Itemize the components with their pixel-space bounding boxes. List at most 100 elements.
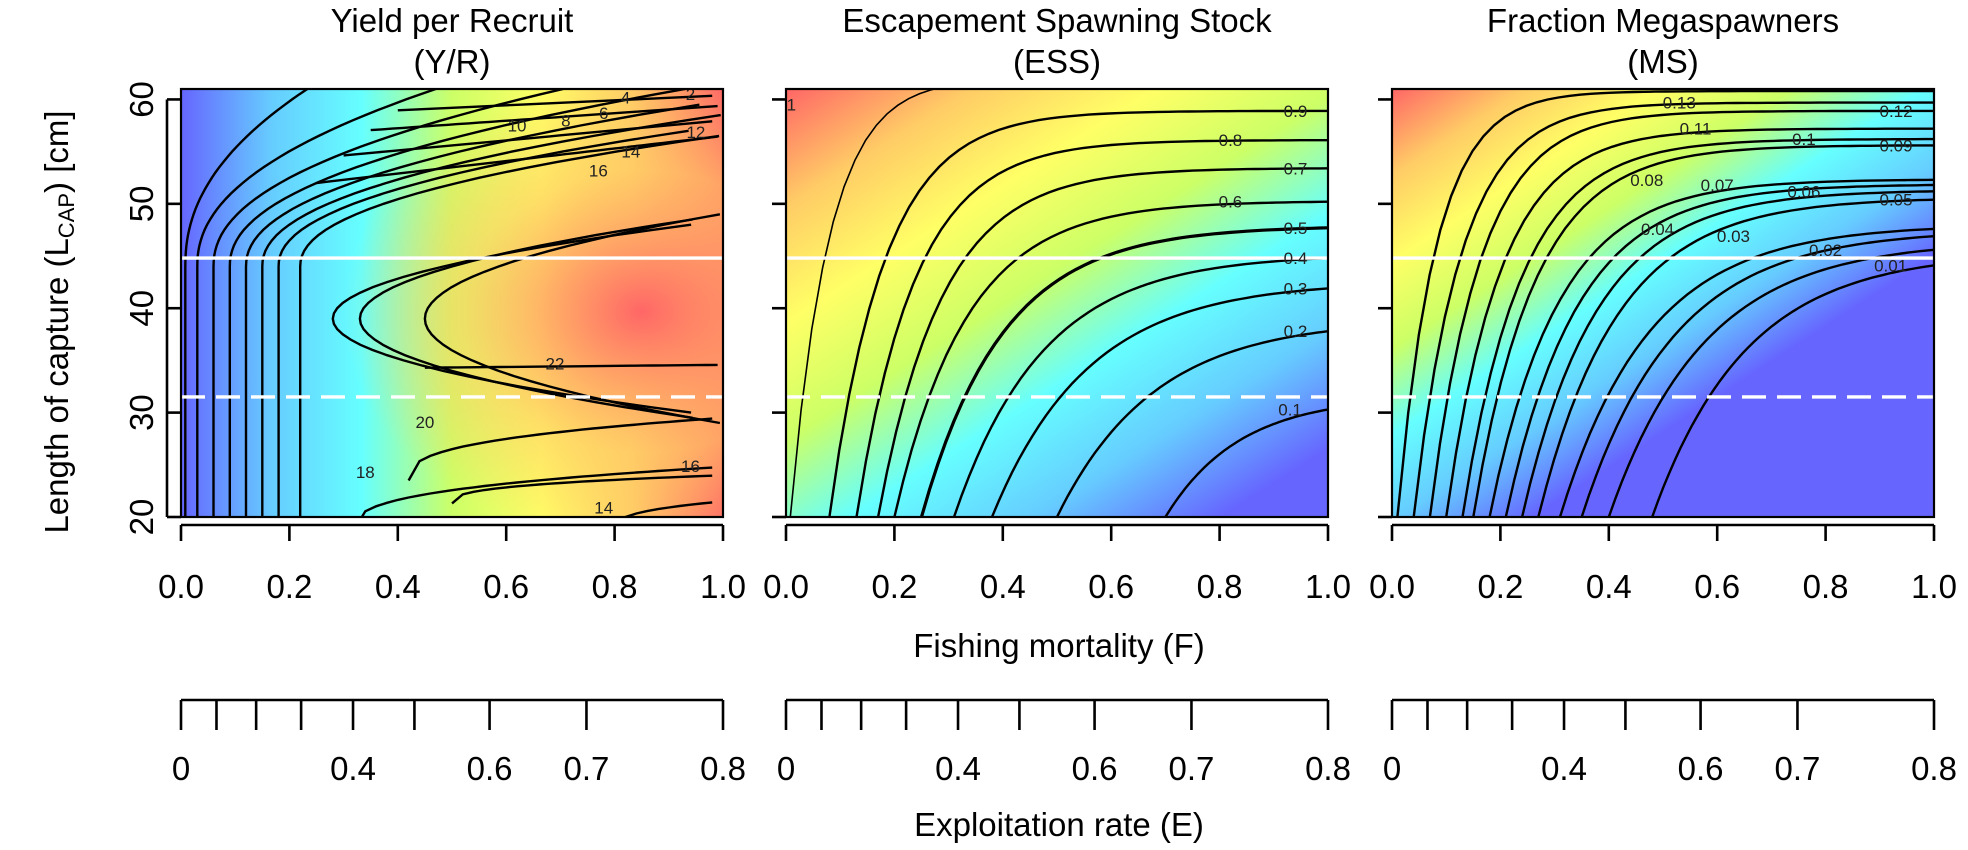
panel-1-contour-label-3: 6 (599, 104, 608, 123)
panel-1-contour-5 (244, 103, 700, 517)
panel-3-e-tick-label-4: 0.4 (1541, 750, 1587, 787)
panel-1-x-tick-label-2: 0.4 (375, 568, 421, 605)
panel-2: 1 0.9 0.8 0.7 0.6 0.5 0.4 0.3 0.2 0.1 Escapement S… (763, 2, 1351, 787)
y-axis-label-main: Length of capture (L (38, 238, 75, 533)
panel-1-y-tick-label-4: 60 (123, 81, 160, 118)
panel-2-contour-label-10: 0.1 (1278, 400, 1302, 419)
panel-2-x-tick-label-4: 0.8 (1197, 568, 1243, 605)
panel-1-y-tick-label-1: 30 (123, 394, 160, 431)
y-axis-label: Length of capture (LCAP) [cm] (38, 110, 79, 533)
panel-3-e-axis: 0 0.4 0.6 0.7 0.8 (1383, 698, 1957, 787)
panel-1-y-tick-label-2: 40 (123, 290, 160, 327)
panel-1: 2 46 8 10 12 14 16 22 20 18 16 14 Yield per Recruit (… (123, 2, 746, 787)
panel-2-x-tick-label-1: 0.2 (871, 568, 917, 605)
panel-1-contour-label-8: 16 (589, 161, 608, 180)
panel-2-contour-label-3: 0.8 (1219, 131, 1243, 150)
panel-1-contour-label-5: 10 (508, 117, 527, 136)
panel-2-contour-1 (789, 89, 938, 517)
panel-1-e-tick-label-8: 0.8 (700, 750, 746, 787)
panel-3-e-tick-label-0: 0 (1383, 750, 1401, 787)
panel-3-contour-label-2: 0.12 (1880, 102, 1913, 121)
panel-2-contours (789, 89, 1328, 517)
panel-2-x-tick-label-3: 0.6 (1088, 568, 1134, 605)
panel-2-frame (784, 87, 1330, 519)
panel-3-contour-label-12: 0.02 (1809, 241, 1842, 260)
panel-3-contour-label-11: 0.03 (1717, 227, 1750, 246)
panel-1-contour-label-7: 14 (621, 143, 640, 162)
panel-1-x-axis: 0.0 0.2 0.4 0.6 0.8 1.0 (158, 523, 746, 605)
panel-1-x-tick-label-1: 0.2 (266, 568, 312, 605)
panel-2-y-axis (772, 98, 786, 519)
x-axis-label: Fishing mortality (F) (913, 627, 1205, 664)
panel-1-contour-3 (212, 89, 564, 517)
panel-3-contour-label-3: 0.11 (1680, 120, 1712, 139)
panel-1-x-tick-label-5: 1.0 (700, 568, 746, 605)
panel-1-contour-label-6: 12 (686, 123, 705, 142)
panel-3-subtitle: (MS) (1627, 43, 1698, 80)
panel-1-contour-label-13: 14 (594, 499, 613, 518)
panel-2-x-tick-label-0: 0.0 (763, 568, 809, 605)
panel-1-heatmap-peak (181, 89, 723, 517)
panel-2-x-axis: 0.0 0.2 0.4 0.6 0.8 1.0 (763, 523, 1351, 605)
panel-3-x-tick-label-3: 0.6 (1694, 568, 1740, 605)
panel-1-title: Yield per Recruit (331, 2, 574, 39)
panel-3-x-tick-label-1: 0.2 (1477, 568, 1523, 605)
panel-1-contour-10 (358, 218, 693, 419)
panel-3-contour-label-4: 0.1 (1792, 130, 1816, 149)
panel-2-contour-7 (952, 256, 1328, 517)
panel-2-contour-3 (855, 139, 1328, 517)
panel-2-contour-8 (990, 287, 1328, 517)
panel-1-subtitle: (Y/R) (414, 43, 491, 80)
panel-3-x-tick-label-0: 0.0 (1369, 568, 1415, 605)
panel-1-contour-11 (423, 213, 721, 425)
panel-3-contour-2 (1412, 101, 1934, 517)
panel-2-contour-5 (893, 200, 1328, 517)
panel-3-y-axis (1378, 98, 1392, 519)
panel-2-e-tick-label-4: 0.4 (935, 750, 981, 787)
panel-1-contour-19 (623, 501, 713, 517)
panel-1-x-tick-label-3: 0.6 (483, 568, 529, 605)
panel-1-contour-7 (277, 129, 689, 517)
panel-3-contour-label-13: 0.01 (1874, 256, 1907, 275)
panel-3-contour-1 (1396, 89, 1934, 517)
panel-2-contour-10 (1164, 408, 1328, 517)
panel-2-e-tick-label-7: 0.7 (1169, 750, 1215, 787)
panel-1-contour-label-4: 8 (561, 111, 570, 130)
panel-3-contour-label-7: 0.07 (1701, 176, 1734, 195)
panel-3-contour-label-1: 0.13 (1663, 94, 1696, 113)
panel-2-e-tick-label-6: 0.6 (1072, 750, 1118, 787)
panel-3-frame (1390, 87, 1936, 519)
panel-1-contours (184, 89, 721, 517)
panel-3-x-tick-label-4: 0.8 (1803, 568, 1849, 605)
panel-1-e-tick-label-7: 0.7 (564, 750, 610, 787)
panel-2-title: Escapement Spawning Stock (842, 2, 1272, 39)
panel-2-subtitle: (ESS) (1013, 43, 1101, 80)
panel-1-y-axis: 20 30 40 50 60 (123, 81, 181, 535)
y-axis-label-unit: ) [cm] (38, 110, 75, 192)
panel-1-e-tick-label-6: 0.6 (467, 750, 513, 787)
panel-3-contour-10 (1537, 198, 1934, 517)
panel-3-contour-7 (1488, 178, 1934, 517)
panel-2-e-tick-label-0: 0 (777, 750, 795, 787)
panel-3-contour-14 (1651, 264, 1934, 517)
panel-2-contour-label-2: 0.9 (1284, 102, 1308, 121)
panel-2-contour-4 (876, 167, 1328, 517)
panel-3-contour-6 (1472, 144, 1934, 517)
secondary-x-axis-label: Exploitation rate (E) (914, 806, 1204, 843)
panel-1-e-tick-label-0: 0 (172, 750, 190, 787)
panel-2-heatmap (786, 89, 1328, 517)
panel-1-contour-1 (184, 89, 308, 517)
panel-2-e-axis: 0 0.4 0.6 0.7 0.8 (777, 698, 1351, 787)
panel-3-e-tick-label-8: 0.8 (1911, 750, 1957, 787)
panel-3: 0.13 0.12 0.11 0.1 0.09 0.08 0.07 0.06 0.05 0.04 0… (1369, 2, 1957, 787)
panel-1-contour-14 (370, 104, 718, 132)
panel-1-contour-label-11: 18 (356, 463, 375, 482)
panel-1-contour-16 (407, 417, 713, 482)
panel-1-contour-20 (424, 363, 718, 369)
panel-1-contour-label-1: 2 (686, 85, 695, 104)
panel-2-contour-label-1: 1 (787, 96, 796, 115)
panel-1-contour-18 (451, 474, 713, 505)
panel-1-contour-4 (228, 89, 686, 517)
